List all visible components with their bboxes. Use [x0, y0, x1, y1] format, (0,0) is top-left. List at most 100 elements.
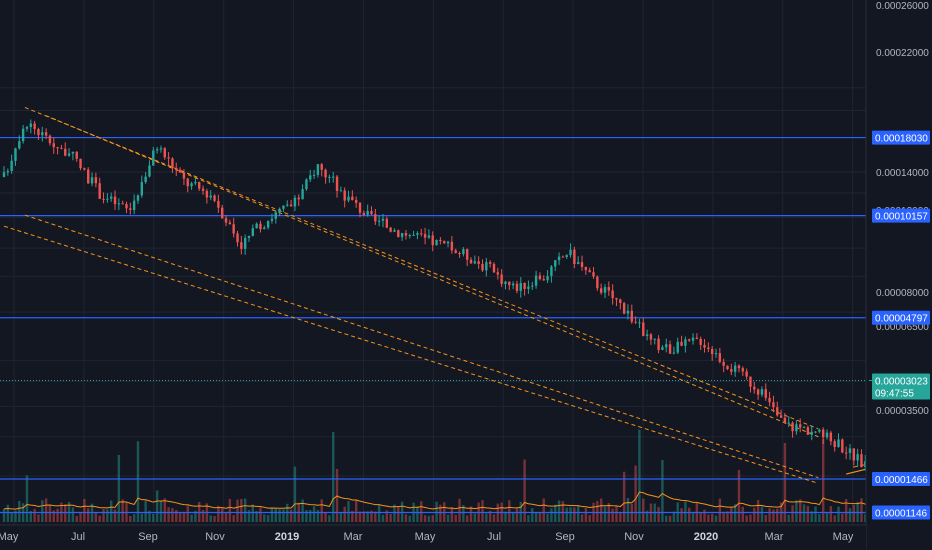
- channel-upper-line[interactable]: [24, 106, 819, 430]
- volume-bar: [209, 515, 212, 522]
- level-price-badge[interactable]: [872, 472, 930, 486]
- candle-body: [309, 175, 312, 180]
- candle-body: [465, 249, 469, 260]
- volume-bar: [236, 499, 239, 522]
- volume-bar: [129, 515, 132, 522]
- volume-bar: [837, 506, 840, 522]
- candle-body: [607, 287, 611, 291]
- horizontal-levels[interactable]: [0, 136, 866, 514]
- time-axis[interactable]: May Jul Sep Nov 2019 Mar May Jul Sep Nov 2020 Mar Ma…: [0, 524, 866, 550]
- candle-body: [584, 266, 588, 271]
- level-price-badge-label: 0.00010157: [875, 212, 928, 223]
- candle-body: [10, 160, 13, 172]
- volume-bar: [450, 507, 454, 522]
- candle-body: [423, 234, 427, 238]
- volume-bar: [312, 506, 316, 522]
- candle-body: [152, 150, 155, 166]
- volume-bar: [71, 507, 75, 522]
- candle-body: [550, 266, 553, 277]
- candle-body: [599, 288, 603, 293]
- candle-body: [668, 344, 672, 354]
- volume-bar: [523, 459, 526, 522]
- candle-body: [523, 282, 526, 289]
- candle-body: [182, 172, 186, 179]
- candle-body: [144, 176, 147, 183]
- candle-body: [779, 415, 783, 418]
- candle-body: [435, 239, 438, 246]
- candle-body: [98, 183, 101, 199]
- volume-bar: [381, 514, 385, 522]
- price-tick-label: 0.00006500: [876, 322, 929, 333]
- candle-body: [653, 338, 656, 340]
- candle-body: [481, 263, 484, 271]
- candle-body: [332, 176, 335, 178]
- candle-body: [630, 310, 633, 322]
- volume-bar: [190, 514, 193, 522]
- volume-bar: [213, 515, 216, 522]
- level-price-badge-label: 0.00001466: [875, 475, 928, 486]
- channel-lower-line[interactable]: [24, 214, 819, 479]
- candle-body: [776, 407, 779, 416]
- candle-body: [343, 190, 346, 201]
- candle-body: [684, 339, 687, 346]
- volume-bar: [561, 501, 565, 522]
- time-tick-label: Nov: [205, 531, 225, 543]
- candle-body: [102, 198, 105, 200]
- volume-bar: [852, 504, 856, 522]
- volume-bar: [358, 511, 362, 522]
- current-price-badge[interactable]: [872, 373, 930, 400]
- candle-body: [810, 431, 813, 435]
- volume-bar: [684, 501, 687, 522]
- candle-body: [232, 224, 235, 234]
- candle-body: [377, 220, 381, 222]
- channel-lower-inner-line[interactable]: [3, 225, 819, 484]
- candle-body: [412, 234, 415, 236]
- volume-bar: [833, 515, 836, 522]
- volume-bar: [224, 513, 228, 522]
- candle-body: [588, 270, 591, 273]
- volume-bar: [642, 498, 645, 522]
- candle-body: [374, 214, 377, 222]
- candle-body: [140, 182, 144, 196]
- volume-bar: [136, 441, 140, 522]
- volume-bar: [144, 500, 147, 522]
- candle-body: [741, 368, 745, 372]
- candle-body: [106, 198, 109, 200]
- volume-bar: [531, 508, 534, 522]
- volume-bar: [370, 510, 373, 522]
- candle-body: [665, 344, 668, 348]
- volume-bar: [243, 498, 247, 522]
- candle-body: [305, 179, 308, 190]
- candle-body: [90, 177, 94, 184]
- volume-bar: [102, 508, 105, 522]
- candle-body: [25, 127, 29, 129]
- volume-ema-line: [3, 491, 932, 510]
- volume-bar: [98, 515, 101, 522]
- volume-bar: [389, 513, 392, 522]
- volume-bar: [251, 504, 255, 522]
- volume-bar: [454, 514, 457, 522]
- volume-bar: [48, 504, 52, 522]
- volume-bar: [106, 509, 109, 522]
- candle-body: [56, 147, 59, 149]
- candle-body: [113, 196, 117, 205]
- time-tick-label: May: [415, 531, 436, 543]
- level-price-badge[interactable]: [872, 310, 930, 325]
- candle-body: [799, 424, 802, 428]
- price-axis[interactable]: 0.000260000.000220000.000140000.00012000…: [865, 0, 932, 550]
- price-tick-label: 0.00008000: [876, 288, 929, 299]
- level-price-badge[interactable]: [872, 130, 930, 145]
- volume-bar: [155, 490, 159, 522]
- level-price-badge[interactable]: [872, 505, 930, 520]
- time-axis-bg: [0, 525, 866, 550]
- level-price-badge[interactable]: [872, 208, 930, 223]
- candle-body: [198, 182, 201, 189]
- volume-ema: [3, 491, 932, 510]
- volume-bar: [420, 501, 423, 522]
- candle-body: [542, 279, 545, 281]
- volume-bar: [259, 507, 262, 522]
- volume-bar: [247, 510, 251, 522]
- candle-body: [864, 461, 867, 468]
- candle-body: [802, 427, 806, 429]
